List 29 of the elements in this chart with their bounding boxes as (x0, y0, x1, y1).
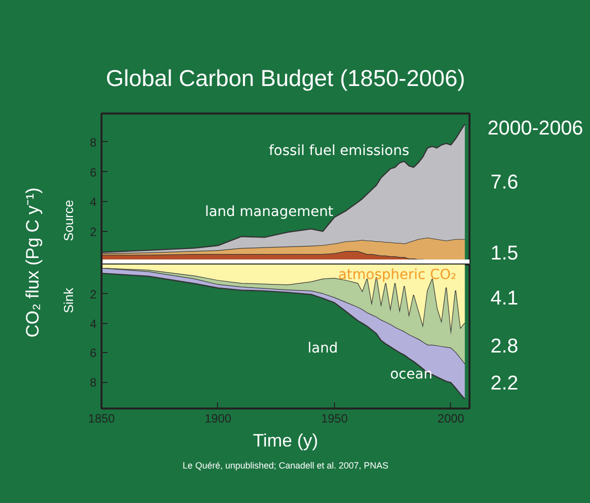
x-tick-label: 1950 (321, 412, 348, 426)
y-tick-label: 2 (90, 225, 97, 240)
y-tick-label: 4 (90, 195, 97, 210)
annotation: ocean (390, 366, 432, 383)
annotation: atmospheric CO₂ (338, 267, 456, 284)
chart-title: Global Carbon Budget (1850-2006) (106, 65, 466, 91)
x-tick-label: 1850 (88, 412, 116, 426)
text: 2.8 (490, 336, 518, 358)
text: 1.5 (490, 242, 518, 264)
y-tick-label: 6 (90, 346, 97, 360)
x-axis-title: Time (y) (252, 430, 318, 450)
text: 2000-2006 (488, 118, 584, 140)
y-tick-label: 6 (90, 165, 97, 180)
y-tick-label: 8 (90, 135, 97, 150)
text: Le Quéré, unpublished; Canadell et al. 2007, PNAS (182, 460, 388, 470)
y-tick-label: 2 (90, 287, 97, 302)
y-tick-label: 8 (90, 376, 97, 390)
y-axis-title: CO₂ flux (Pg C y⁻¹) (22, 188, 42, 338)
text: 2.2 (490, 372, 518, 394)
annotation: land (308, 340, 338, 356)
x-tick-label: 2000 (438, 412, 465, 426)
text: 7.6 (490, 172, 518, 194)
x-tick-label: 1900 (204, 412, 232, 426)
y-tick-label: 4 (90, 316, 97, 331)
annotation: fossil fuel emissions (268, 142, 410, 159)
annotation: land management (204, 204, 334, 220)
text: Source (61, 200, 76, 242)
text: Sink (61, 287, 76, 314)
text: 4.1 (490, 288, 518, 310)
